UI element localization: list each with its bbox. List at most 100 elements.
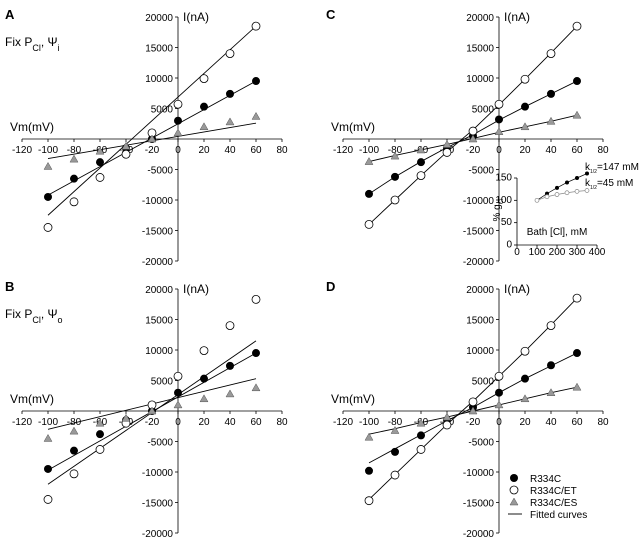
x-tick-label: 20: [519, 417, 531, 428]
point: [585, 171, 589, 176]
point: [520, 122, 530, 131]
y-tick-label: -10000: [463, 468, 495, 479]
point: [573, 349, 581, 358]
inset-y-label-sub: Cl: [499, 199, 505, 205]
point: [251, 294, 261, 304]
legend-marker: [509, 485, 519, 495]
point: [251, 383, 261, 392]
point: [573, 77, 581, 86]
y-tick-label: 150: [495, 173, 512, 184]
point: [44, 464, 52, 473]
y-tick-label: -20000: [463, 529, 495, 540]
point: [173, 371, 183, 381]
inset-annotation-part: =45 mM: [597, 178, 633, 189]
y-tick-label: -15000: [142, 499, 174, 510]
y-tick-label: -5000: [468, 438, 494, 449]
x-tick-label: 80: [276, 145, 288, 156]
point: [416, 145, 426, 154]
point: [95, 146, 105, 155]
y-tick-label: 0: [506, 240, 512, 251]
point: [364, 432, 374, 441]
point: [364, 219, 374, 229]
panel-annotation: Fix PCl, Ψo: [5, 307, 63, 325]
panel-annotation: Fix PCl, Ψi: [5, 35, 60, 53]
point: [251, 111, 261, 120]
y-tick-label: 15000: [145, 316, 173, 327]
point: [365, 189, 373, 198]
x-axis-label: Vm(mV): [10, 392, 54, 406]
x-tick-label: 0: [514, 247, 520, 258]
point: [44, 192, 52, 201]
point: [252, 349, 260, 358]
x-tick-label: 40: [545, 145, 557, 156]
x-tick-label: 20: [519, 145, 531, 156]
point: [174, 116, 182, 125]
y-tick-label: -20000: [142, 529, 174, 540]
inset-x-label: Bath [Cl], mM: [527, 227, 588, 238]
x-tick-label: -80: [388, 417, 403, 428]
x-tick-label: -80: [388, 145, 403, 156]
x-tick-label: 0: [496, 417, 502, 428]
x-tick-label: 40: [545, 417, 557, 428]
fitted-curve: [47, 25, 257, 216]
y-tick-label: 20000: [466, 13, 494, 24]
point: [226, 89, 234, 98]
x-axis-label: Vm(mV): [10, 120, 54, 134]
point: [225, 389, 235, 398]
point: [365, 466, 373, 475]
y-tick-label: -10000: [463, 196, 495, 207]
point: [390, 426, 400, 434]
x-tick-label: -100: [38, 145, 58, 156]
panel-label: A: [5, 7, 15, 22]
y-axis-label: I(nA): [183, 10, 209, 24]
panel-annotation-part: , Ψ: [41, 307, 58, 321]
x-tick-label: -20: [145, 417, 160, 428]
point: [495, 388, 503, 397]
point: [225, 117, 235, 126]
y-tick-label: -5000: [147, 438, 173, 449]
x-tick-label: -20: [466, 145, 481, 156]
point: [69, 469, 79, 479]
point: [390, 195, 400, 205]
point: [147, 406, 157, 415]
point: [147, 134, 157, 143]
y-tick-label: 15000: [466, 44, 494, 55]
y-tick-label: -20000: [142, 257, 174, 268]
x-tick-label: 0: [175, 145, 181, 156]
panel-annotation-part: Fix P: [5, 35, 32, 49]
point: [546, 49, 556, 58]
x-tick-label: -120: [12, 145, 32, 156]
y-tick-label: 20000: [145, 285, 173, 296]
point: [199, 122, 209, 131]
y-tick-label: -15000: [142, 227, 174, 238]
y-tick-label: -10000: [142, 196, 174, 207]
x-tick-label: 20: [198, 145, 210, 156]
point: [572, 382, 582, 391]
x-axis-label: Vm(mV): [331, 120, 375, 134]
x-tick-label: 80: [276, 417, 288, 428]
point: [442, 412, 452, 421]
point: [442, 420, 452, 430]
point: [391, 172, 399, 181]
point: [200, 102, 208, 111]
point: [199, 346, 209, 356]
x-tick-label: -120: [12, 417, 32, 428]
x-tick-label: 60: [571, 417, 583, 428]
point: [252, 77, 260, 86]
y-tick-label: -5000: [468, 166, 494, 177]
point: [69, 197, 79, 207]
point: [226, 361, 234, 370]
y-tick-label: 15000: [466, 316, 494, 327]
legend-label: R334C: [530, 474, 561, 485]
y-tick-label: 15000: [145, 44, 173, 55]
point: [520, 74, 530, 84]
point: [364, 157, 374, 165]
x-tick-label: 400: [589, 247, 606, 258]
point: [468, 126, 478, 136]
point: [574, 189, 580, 194]
point: [70, 174, 78, 183]
y-tick-label: 20000: [145, 13, 173, 24]
point: [520, 394, 530, 403]
point: [199, 74, 209, 84]
panel-label: B: [5, 279, 14, 294]
